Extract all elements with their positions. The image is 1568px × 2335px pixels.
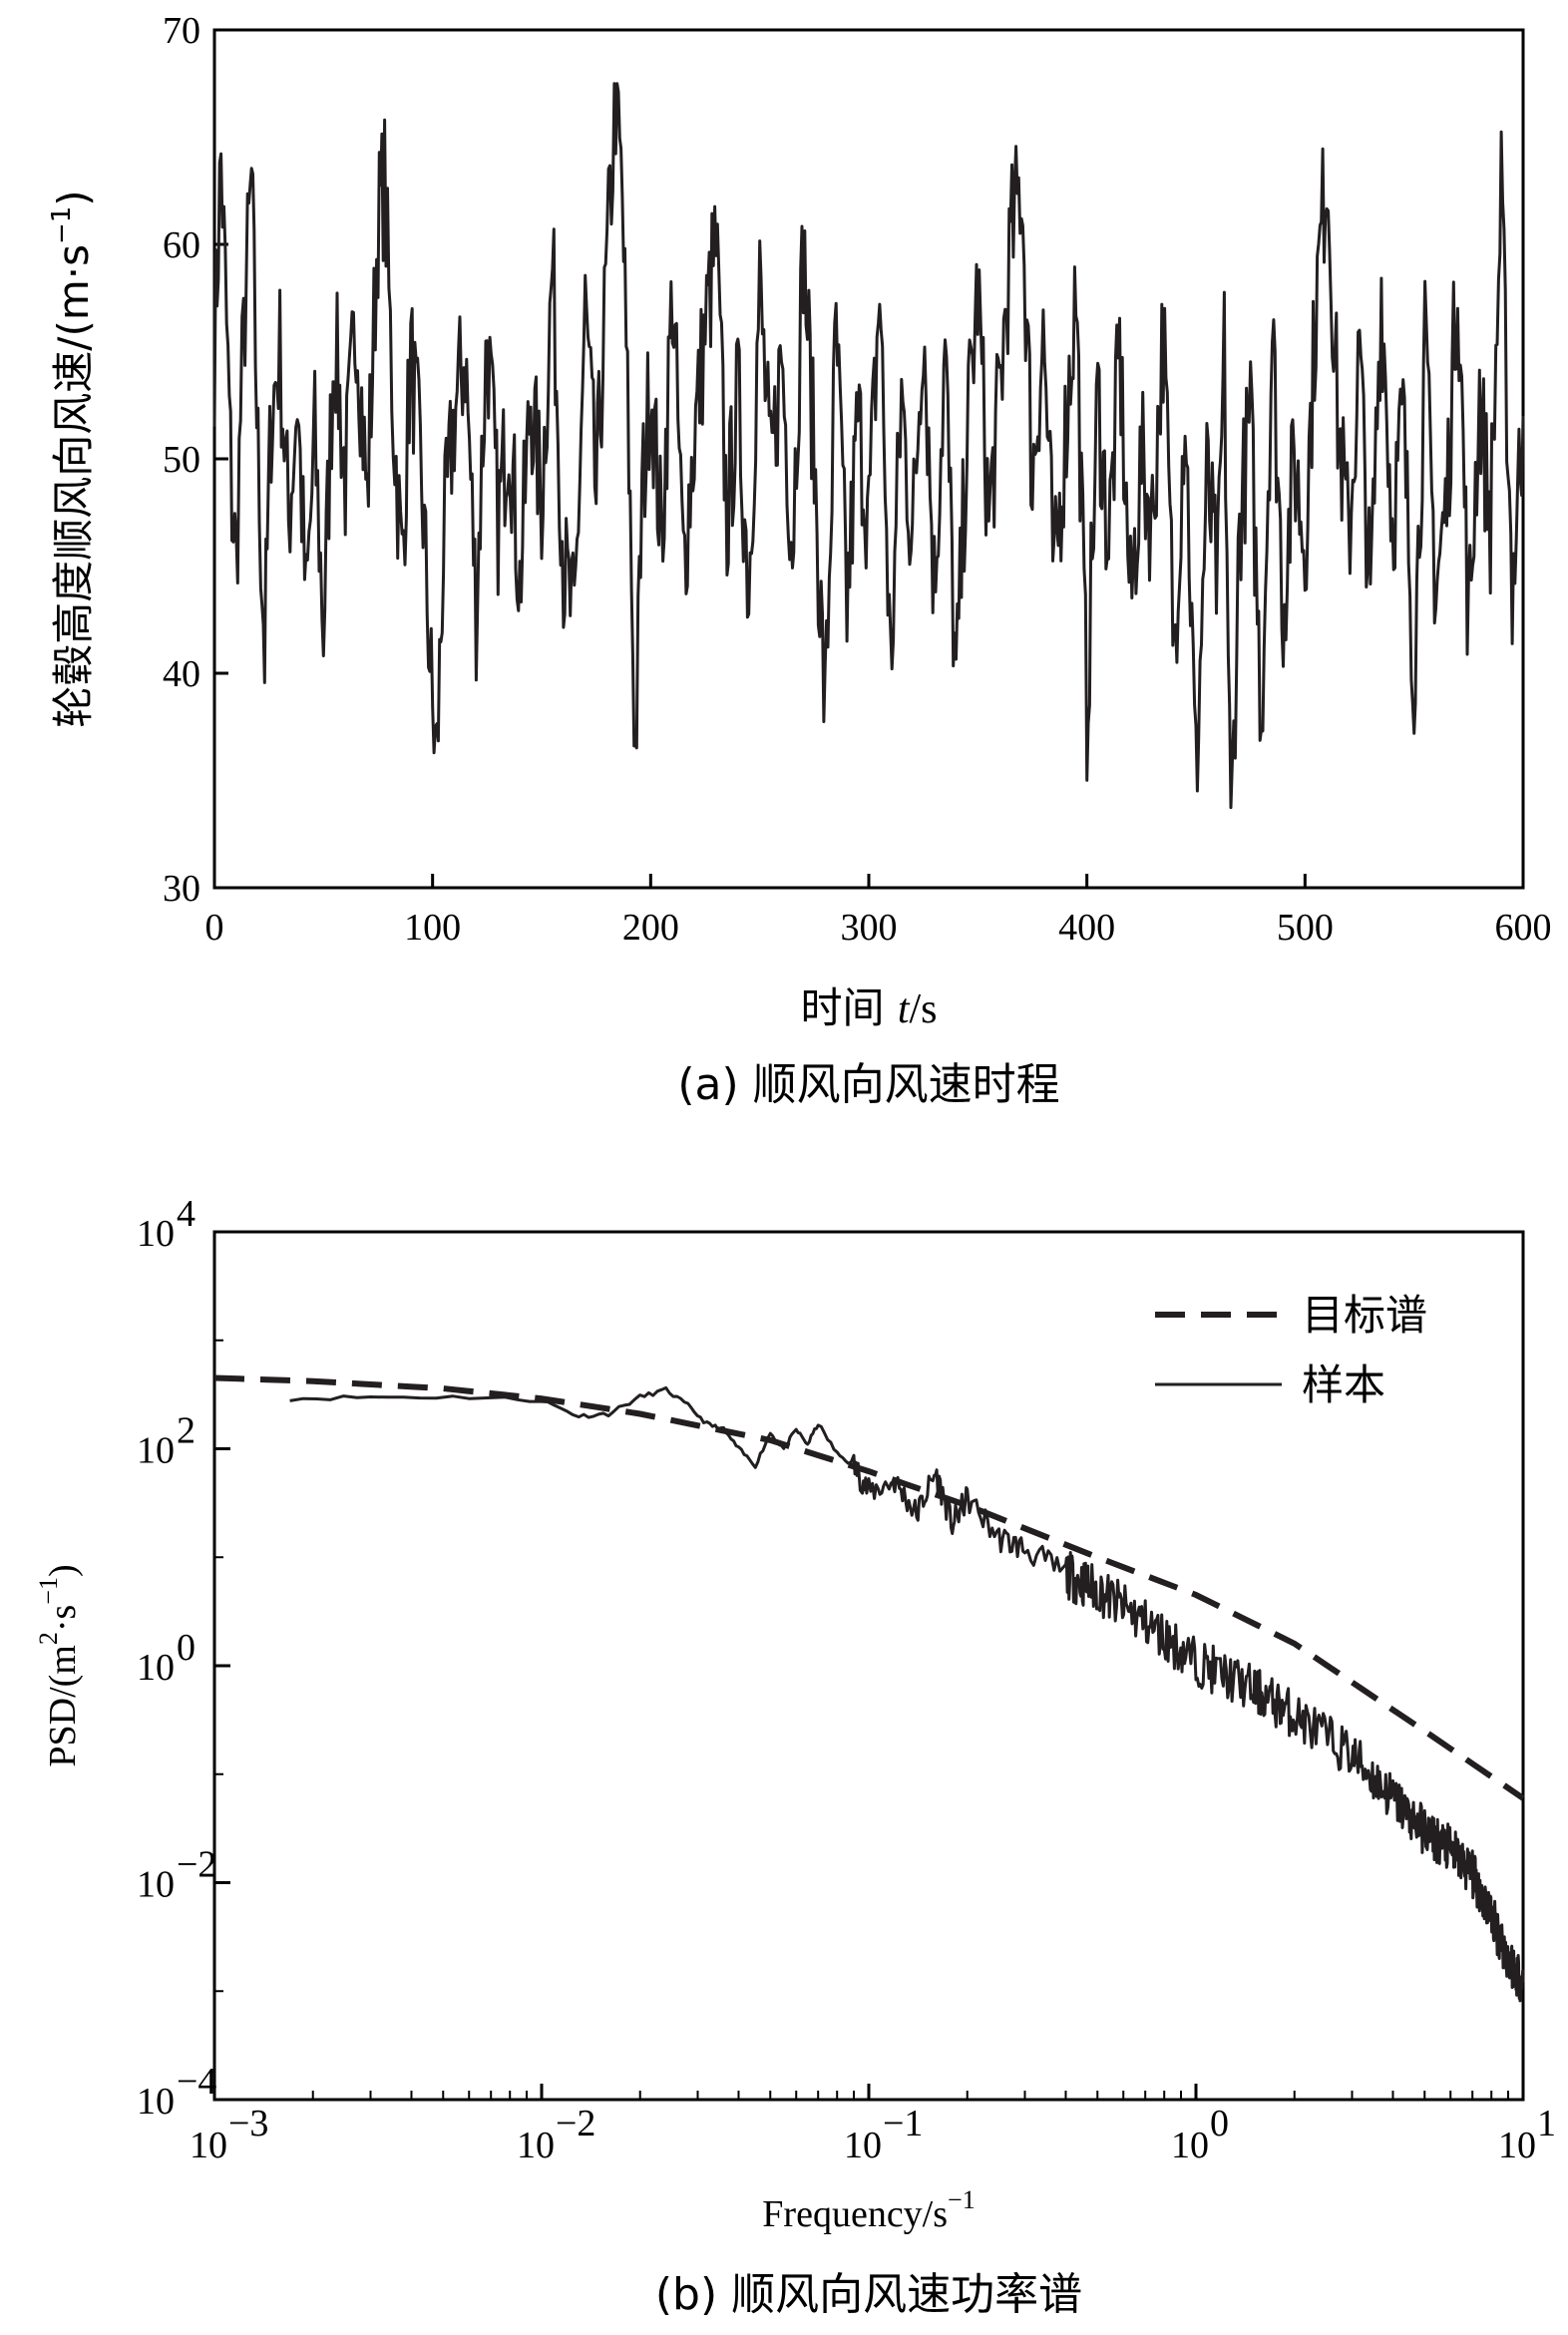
chart-a-ytick-label: 50	[163, 439, 200, 481]
chart-a-xtick-label: 100	[404, 907, 461, 949]
chart-a-ylabel: 轮毂高度顺风向风速/(m·s−1)	[47, 190, 98, 727]
legend-sample-label: 样本	[1302, 1361, 1385, 1409]
chart-b-caption: (b) 顺风向风速功率谱	[655, 2269, 1082, 2320]
chart-a-ytick-label: 60	[163, 224, 200, 266]
chart-a-frame	[212, 28, 1525, 890]
chart-b-legend: 目标谱 样本	[1155, 1291, 1427, 1409]
chart-b-xtick-label: 10	[1171, 2125, 1209, 2166]
chart-b-ytick-exponent: 4	[177, 1193, 196, 1235]
chart-a-series-line	[212, 82, 1525, 810]
chart-b-xlabel: Frequency/s−1	[762, 2185, 975, 2235]
chart-a-xtick-label: 300	[841, 907, 898, 949]
chart-a-y-ticks: 30 40 50 60 70	[163, 10, 228, 910]
chart-b-ytick-exponent: 0	[177, 1627, 196, 1669]
chart-b-series-target	[213, 1374, 1525, 1801]
chart-a-xtick-label: 500	[1277, 907, 1334, 949]
chart-b-xtick-exponent: 1	[1537, 2103, 1556, 2144]
chart-b-ytick-exponent: −2	[177, 1844, 216, 1886]
chart-a-ytick-label: 40	[163, 653, 200, 695]
chart-a-ytick-label: 30	[163, 868, 200, 910]
chart-b-ytick-label: 10	[137, 1647, 175, 1689]
chart-a-xlabel: 时间 t/s	[800, 983, 937, 1032]
chart-b-xtick-label: 10	[517, 2125, 555, 2166]
chart-b-xtick-exponent: −1	[883, 2103, 923, 2144]
legend-target-label: 目标谱	[1302, 1291, 1427, 1340]
chart-b-ytick-label: 10	[137, 2081, 175, 2123]
chart-b-xtick-exponent: 0	[1210, 2103, 1229, 2144]
chart-b-xtick-label: 10	[1498, 2125, 1536, 2166]
chart-b-xtick-label: 10	[190, 2125, 227, 2166]
chart-b-ytick-label: 10	[137, 1430, 175, 1472]
chart-a: 30 40 50 60 70 0 100 200 300 400 500 600 时间 t/s 轮毂…	[47, 10, 1552, 1110]
chart-a-caption: (a) 顺风向风速时程	[677, 1059, 1059, 1110]
chart-a-xtick-label: 200	[622, 907, 679, 949]
chart-a-xtick-label: 600	[1495, 907, 1552, 949]
chart-b-xtick-label: 10	[844, 2125, 882, 2166]
chart-a-x-ticks: 0 100 200 300 400 500 600	[205, 874, 1552, 949]
chart-b-ytick-exponent: −4	[177, 2061, 216, 2103]
chart-b-xtick-exponent: −3	[228, 2103, 268, 2144]
chart-b-ytick-label: 10	[137, 1213, 175, 1255]
chart-a-ytick-label: 70	[163, 10, 200, 52]
chart-b-xtick-exponent: −2	[556, 2103, 595, 2144]
chart-b-ytick-exponent: 2	[177, 1410, 196, 1452]
chart-b-series-sample	[289, 1385, 1525, 2003]
chart-b-ylabel: PSD/(m2·s−1)	[34, 1564, 84, 1766]
chart-a-xtick-label: 0	[205, 907, 224, 949]
chart-b-ytick-label: 10	[137, 1864, 175, 1906]
chart-a-xtick-label: 400	[1058, 907, 1115, 949]
